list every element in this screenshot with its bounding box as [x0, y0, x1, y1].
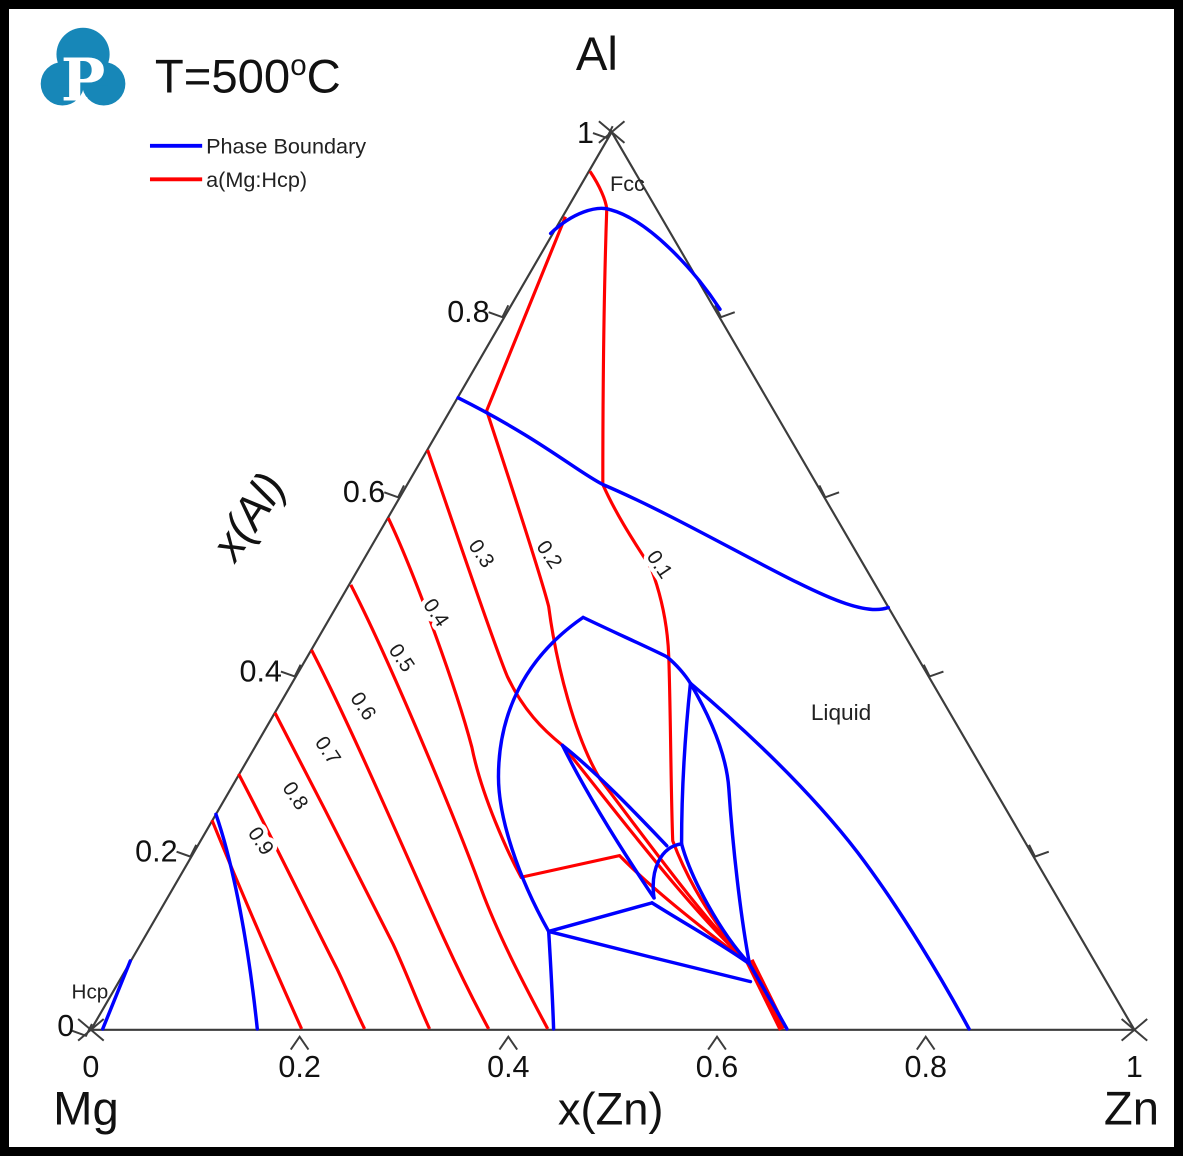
phase-label-liquid: Liquid: [811, 700, 871, 725]
contour-value-label: 0.7: [310, 732, 345, 769]
left-axis-tick-label: 0: [57, 1009, 74, 1043]
bottom-axis-tick-label: 0.6: [696, 1050, 738, 1084]
temperature-title: T=500oC: [155, 49, 341, 104]
contour-value-label: 0.9: [243, 823, 278, 860]
bottom-axis-tick-label: 1: [1126, 1050, 1143, 1084]
activity-contours: [210, 170, 787, 1031]
activity-contour-0.9: [210, 819, 304, 1030]
left-axis-tick-label: 0.4: [239, 654, 281, 688]
bottom-axis-tick-label: 0.8: [905, 1050, 947, 1084]
phase-boundary-fcc-lower-boundary: [456, 396, 891, 612]
bottom-axis-tick-label: 0.2: [278, 1050, 320, 1084]
right-axis-tick: [1028, 844, 1050, 858]
contour-value-label: 0.8: [278, 778, 313, 815]
bottom-axis-tick-label: 0.4: [487, 1050, 529, 1084]
phase-boundary-hcp-solvus: [214, 812, 260, 1031]
left-axis-title: x(Al): [200, 463, 295, 570]
activity-contour-0.8: [237, 773, 366, 1030]
corner-mark: [598, 120, 626, 144]
logo-letter: P: [61, 46, 105, 115]
phase-boundaries: [101, 206, 971, 1031]
right-axis-tick: [818, 485, 840, 499]
right-axis-tick: [922, 664, 944, 678]
left-axis-tick: [383, 485, 405, 499]
legend-activity-label: a(Mg:Hcp): [206, 167, 307, 192]
bottom-axis-title: x(Zn): [558, 1083, 664, 1134]
bottom-axis-tick-label: 0: [82, 1050, 99, 1084]
left-axis-tick-label: 1: [577, 116, 594, 150]
vertex-label-al: Al: [576, 28, 618, 81]
vertex-label-zn: Zn: [1104, 1082, 1159, 1135]
left-axis-tick-label: 0.6: [343, 475, 385, 509]
contour-value-label: 0.1: [642, 546, 677, 583]
legend: Phase Boundary a(Mg:Hcp): [149, 134, 366, 192]
vertex-label-mg: Mg: [53, 1082, 119, 1135]
activity-contour-0.1: [588, 170, 751, 965]
phase-boundary-hcp-edge-sliver: [101, 959, 133, 1031]
bottom-axis-tick: [707, 1035, 727, 1051]
legend-phase-boundary-label: Phase Boundary: [206, 134, 366, 159]
phase-boundary-central-dome: [496, 615, 693, 934]
phase-boundary-junction-vertical: [546, 929, 556, 1031]
phase-boundary-liquidus: [688, 681, 971, 1031]
phase-label-hcp: Hcp: [72, 980, 109, 1003]
left-axis-tick: [71, 1023, 93, 1037]
ternary-phase-diagram: P T=500oC Phase Boundary a(Mg:Hcp) 00.20…: [40, 27, 1159, 1135]
logo-body: [58, 52, 108, 86]
phase-label-fcc: Fcc: [610, 171, 645, 196]
corner-mark: [1120, 1018, 1148, 1042]
phase-boundary-small-arc: [651, 842, 684, 900]
activity-contour-0.6: [310, 649, 491, 1030]
left-axis-tick: [280, 664, 302, 678]
contour-value-label: 0.5: [384, 640, 419, 677]
left-axis-tick: [592, 125, 614, 140]
phase-boundary-lens-lower: [560, 743, 656, 900]
phase-boundary-invariant-to-axis: [747, 962, 789, 1031]
activity-contour-0.7: [273, 712, 431, 1030]
phase-boundary-v-outer: [688, 681, 752, 966]
phase-boundary-v-inner: [679, 681, 752, 966]
activity-contour-0.3: [426, 449, 751, 966]
left-axis-tick-label: 0.2: [135, 835, 177, 869]
phase-boundary-fcc-dome: [548, 206, 722, 311]
bottom-axis-tick: [289, 1035, 310, 1051]
phase-boundary-lens-upper: [560, 743, 669, 848]
triangle-outline: [89, 129, 1137, 1031]
activity-contour-0.4: [386, 517, 751, 966]
contour-value-label: 0.6: [346, 688, 381, 725]
left-axis-tick-label: 0.8: [447, 295, 489, 329]
phase-boundary-junction-to-invariant: [546, 929, 753, 984]
left-axis-tick: [176, 844, 198, 858]
right-axis-tick: [714, 304, 736, 319]
phase-boundary-lens-to-invariant: [650, 901, 752, 966]
bottom-axis-tick: [916, 1035, 936, 1051]
activity-contour-0.2: [484, 216, 751, 966]
activity-contour-0.5: [349, 584, 550, 1030]
triangle-axes: 0 0.2 0.4 0.6 0.8 1 0 0.2 0.4 0.6 0.8 1: [57, 116, 1148, 1084]
corner-mark: [77, 1018, 105, 1042]
phase-boundary-junction-to-lens: [546, 901, 654, 934]
bottom-axis-tick: [498, 1035, 518, 1051]
left-axis-tick: [488, 304, 510, 319]
software-logo: P: [40, 27, 126, 115]
